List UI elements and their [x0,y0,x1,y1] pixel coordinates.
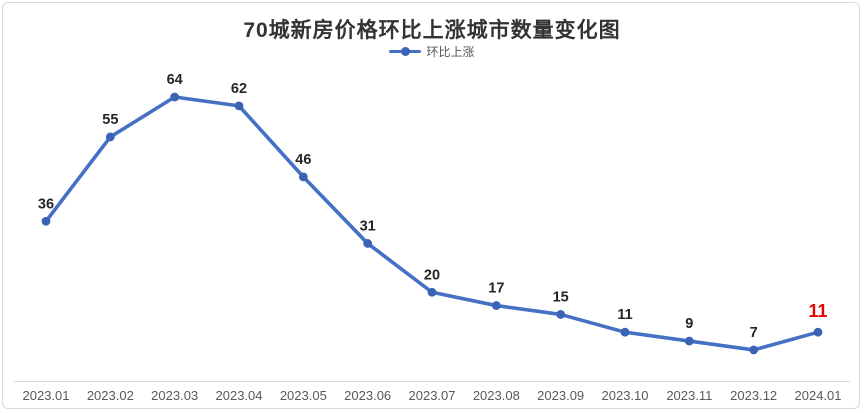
x-axis-tick-label: 2023.09 [537,388,584,403]
chart-title: 70城新房价格环比上涨城市数量变化图 [243,19,621,42]
legend-item[interactable]: 环比上涨 [0,43,864,60]
data-point[interactable] [363,239,373,248]
x-axis-tick-label: 2023.05 [280,388,327,403]
data-point[interactable] [105,132,115,142]
data-point[interactable] [298,172,308,182]
data-point[interactable] [813,327,823,337]
x-axis-tick-label: 2023.06 [344,388,391,403]
series-line [44,95,820,352]
x-axis-tick-label: 2023.11 [666,388,712,403]
x-axis-tick-label: 2023.01 [23,388,70,403]
data-label: 62 [231,81,247,97]
data-point[interactable] [170,92,180,102]
x-axis-tick-label: 2023.07 [409,388,456,403]
data-label: 36 [38,196,54,212]
data-point[interactable] [427,287,437,297]
data-label: 55 [102,112,118,128]
data-label: 64 [167,72,183,88]
data-label: 31 [360,218,376,234]
x-axis-tick-label: 2024.01 [795,388,842,403]
data-point[interactable] [684,336,694,346]
x-axis-tick-label: 2023.12 [730,388,777,403]
data-point[interactable] [234,101,244,111]
data-label: 7 [750,325,758,341]
legend-line-marker-icon [389,47,422,57]
legend-dot-icon [400,47,410,56]
data-point[interactable] [491,301,501,310]
data-label: 46 [295,152,311,168]
x-axis-tick-label: 2023.02 [87,388,134,403]
card-border [2,2,860,409]
data-point[interactable] [620,327,630,337]
data-label-highlighted: 11 [808,301,827,321]
x-axis-tick-label: 2023.10 [602,388,649,403]
x-axis-tick-label: 2023.03 [151,388,198,403]
data-label: 11 [617,307,632,323]
data-point[interactable] [749,345,759,355]
x-axis-tick-label: 2023.04 [216,388,263,403]
legend-label: 环比上涨 [426,45,475,59]
data-point[interactable] [41,216,51,226]
data-label: 15 [553,289,569,305]
data-label: 20 [424,267,440,283]
x-axis-tick-label: 2023.08 [473,388,520,403]
data-label: 9 [685,316,693,332]
data-label: 17 [488,281,504,297]
data-point[interactable] [556,310,566,319]
